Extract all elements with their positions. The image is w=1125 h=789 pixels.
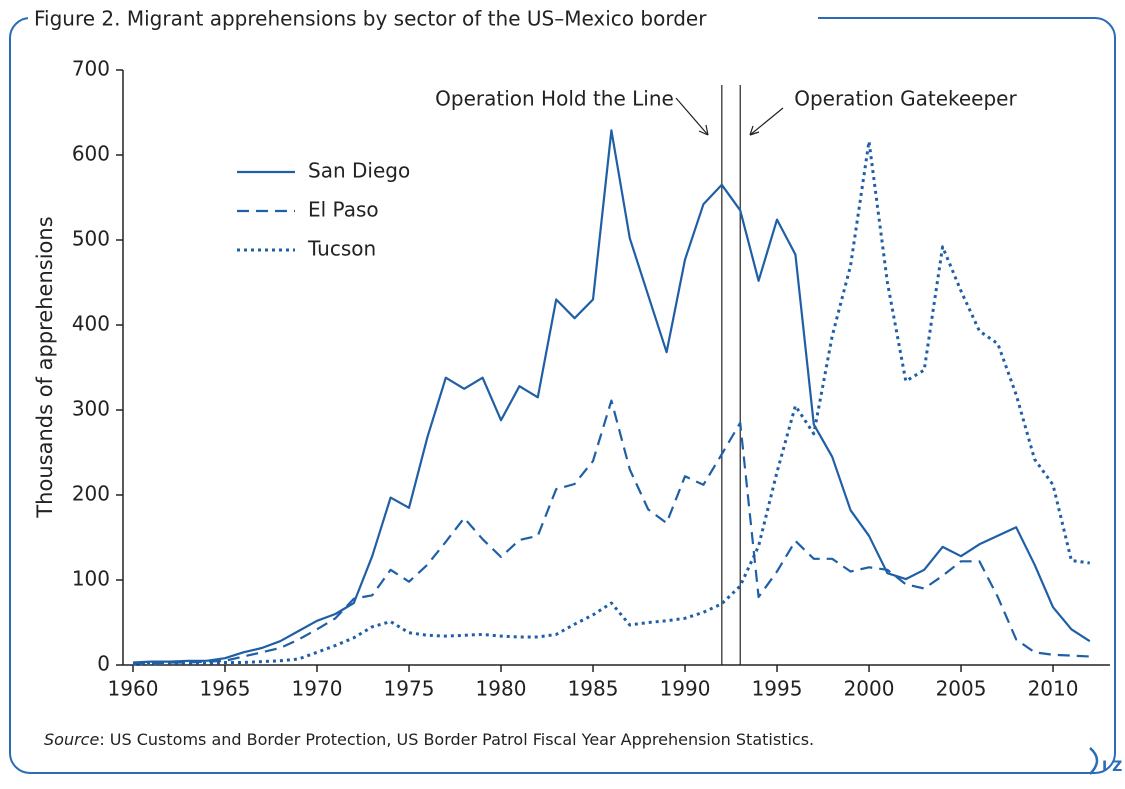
y-tick-label: 600	[72, 142, 110, 166]
y-tick-label: 400	[72, 312, 110, 336]
x-tick-label: 2010	[1028, 677, 1079, 701]
x-tick-label: 1975	[384, 677, 435, 701]
y-tick-label: 700	[72, 57, 110, 81]
line-series	[133, 139, 1091, 666]
legend-label: El Paso	[308, 198, 379, 222]
line-series	[133, 399, 1090, 665]
annotation: Operation Gatekeeper	[794, 87, 1017, 111]
annotation: Operation Hold the Line	[435, 87, 674, 111]
x-tick-label: 2000	[844, 677, 895, 701]
y-axis-label: Thousands of apprehensions	[33, 216, 57, 518]
frame	[9, 17, 1116, 774]
y-tick-label: 200	[72, 482, 110, 506]
x-tick-label: 1960	[108, 677, 159, 701]
arrow	[749, 107, 784, 136]
y-tick-label: 300	[72, 397, 110, 421]
x-tick-label: 1990	[660, 677, 711, 701]
source-label: Source	[44, 730, 99, 749]
arrow-head	[749, 125, 760, 136]
source: Source: US Customs and Border Protection…	[44, 730, 814, 749]
source-text: : US Customs and Border Protection, US B…	[99, 730, 814, 749]
legend-label: San Diego	[308, 159, 410, 183]
x-tick-label: 2005	[936, 677, 987, 701]
y-tick-label: 100	[72, 567, 110, 591]
x-tick-label: 1995	[752, 677, 803, 701]
x-tick-label: 1970	[292, 677, 343, 701]
logo-mark	[1089, 747, 1099, 775]
arrow	[675, 97, 709, 136]
arrow-head	[698, 124, 709, 136]
x-tick-label: 1980	[476, 677, 527, 701]
x-tick-label: 1965	[200, 677, 251, 701]
legend-label: Tucson	[307, 237, 376, 261]
line-series	[132, 129, 1091, 664]
chart-title: Figure 2. Migrant apprehensions by secto…	[34, 7, 707, 31]
x-tick-label: 1985	[568, 677, 619, 701]
title-bg	[28, 4, 818, 34]
y-tick-label: 500	[72, 227, 110, 251]
logo: I Z A	[1102, 759, 1125, 775]
y-tick-label: 0	[97, 652, 110, 676]
